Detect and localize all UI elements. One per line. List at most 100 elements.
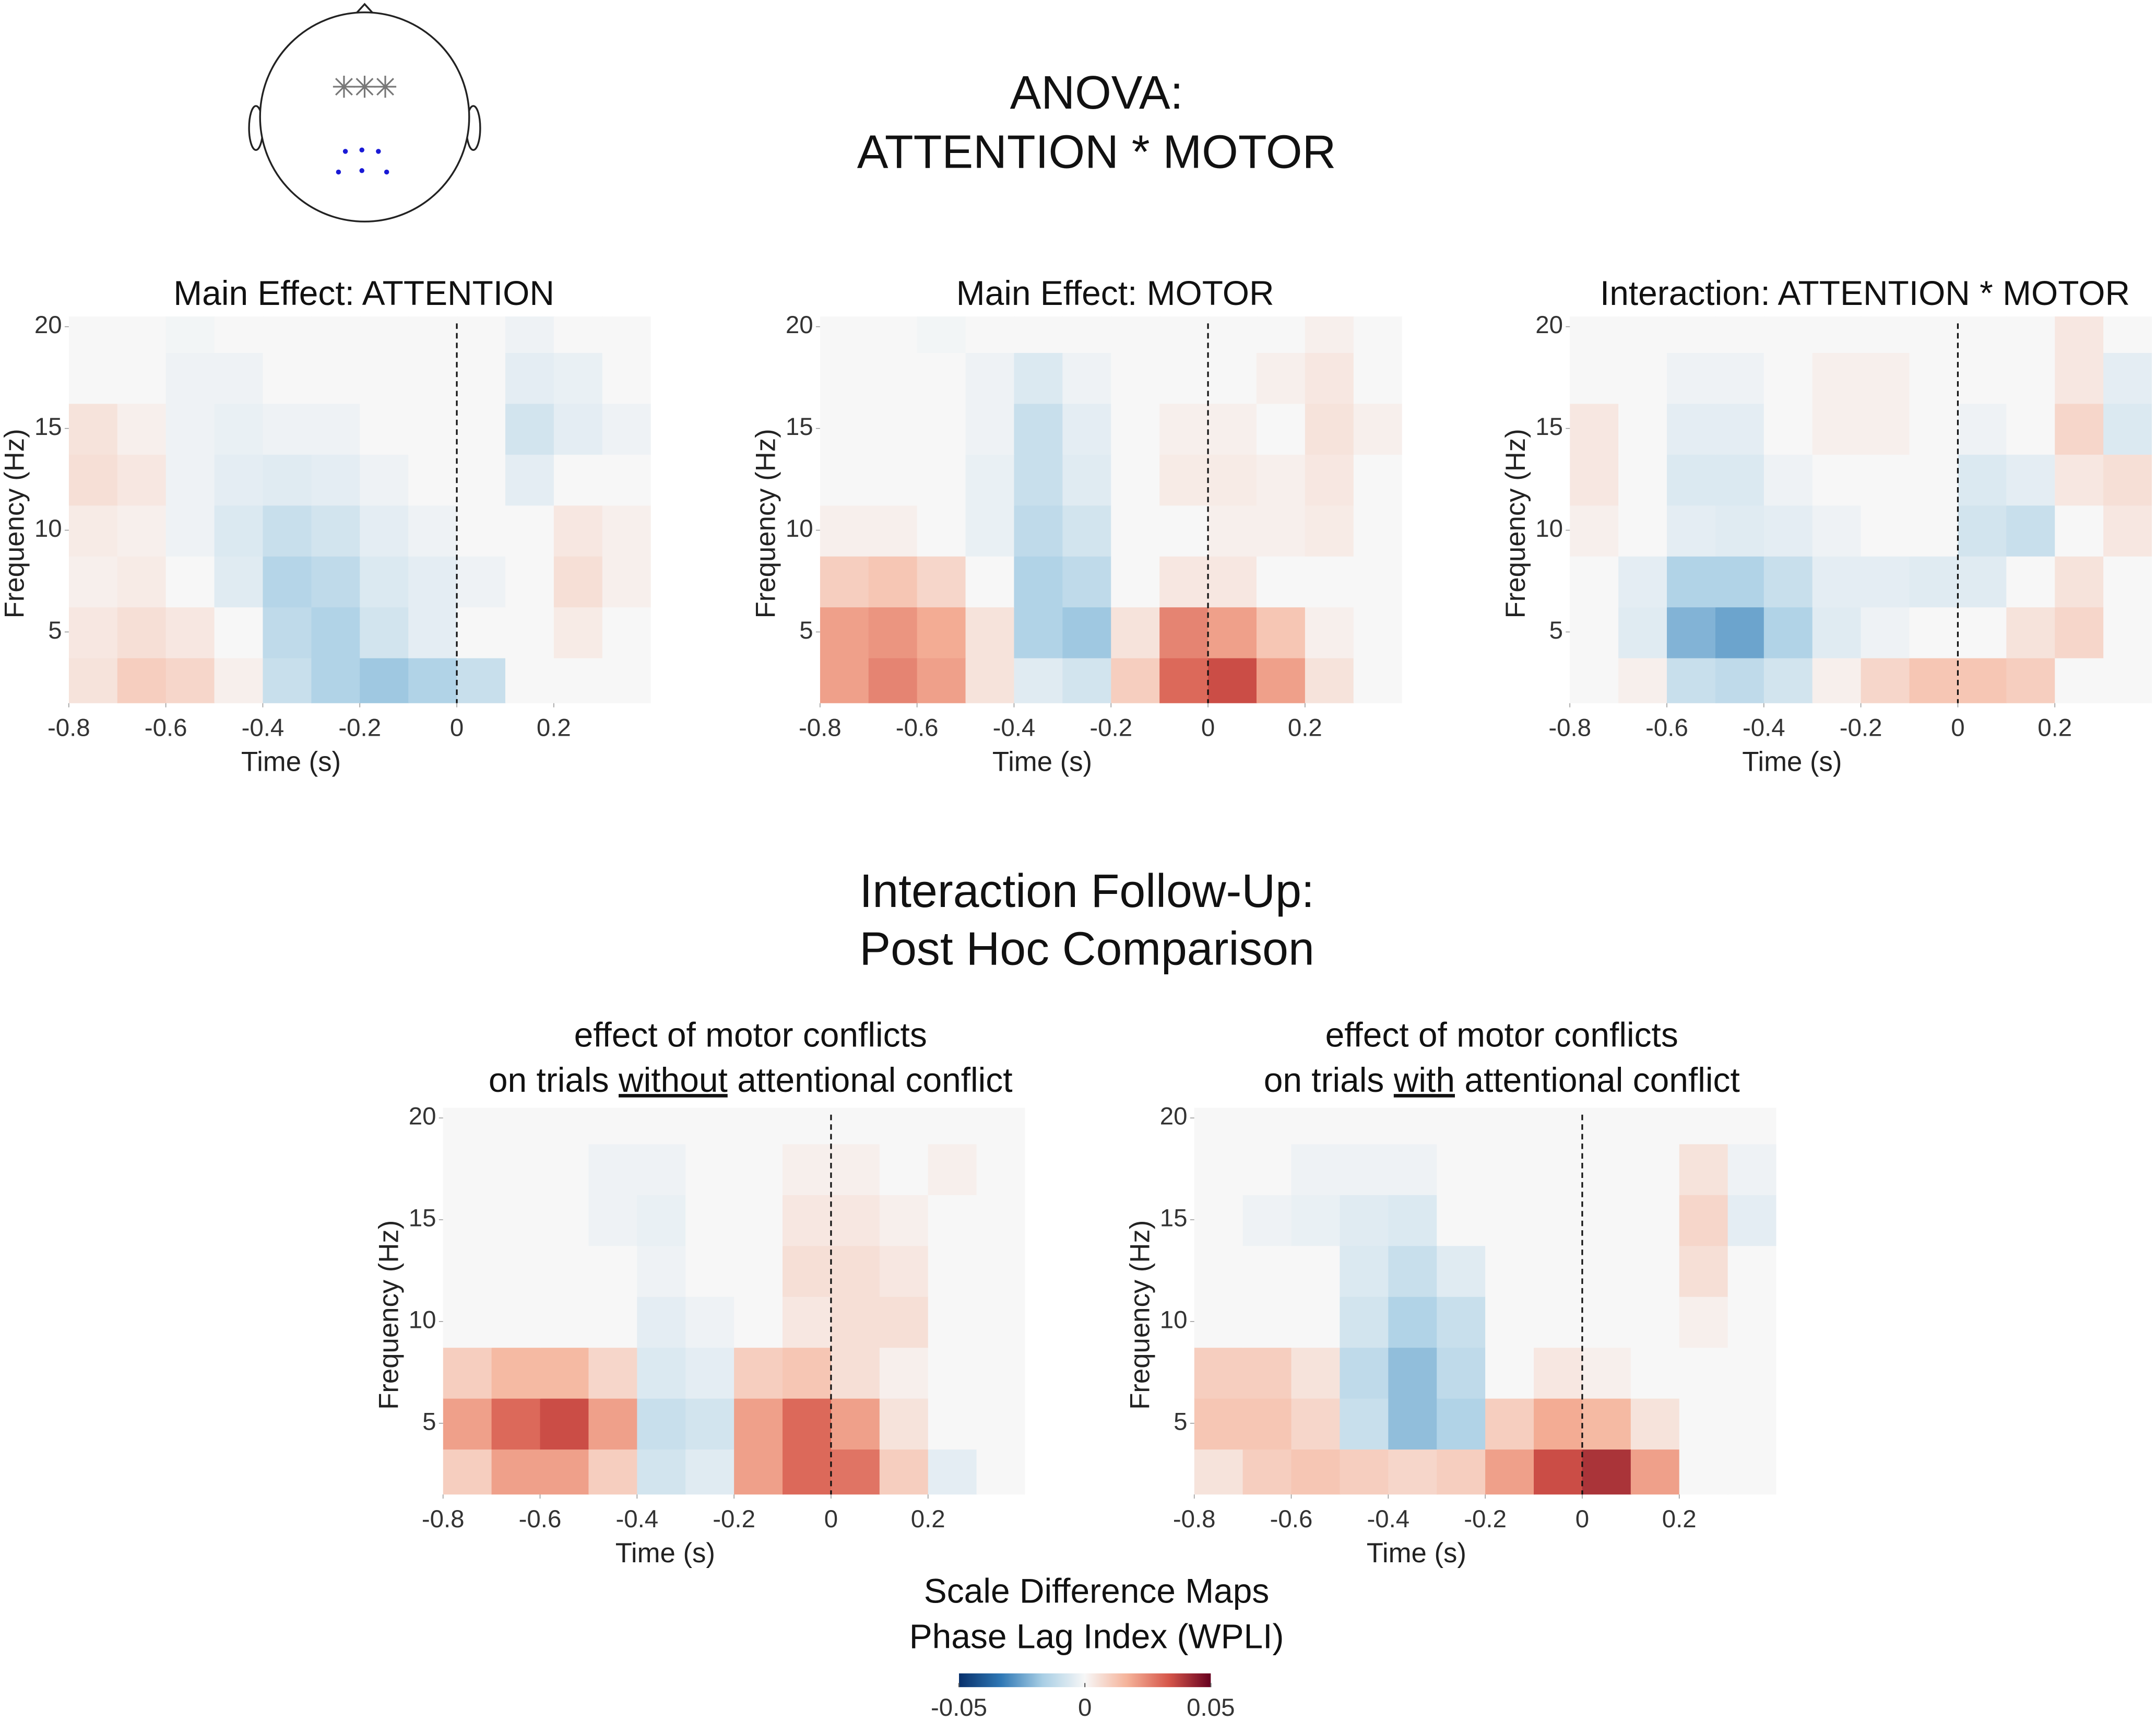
- heatmap-cell: [1485, 1245, 1535, 1297]
- heatmap-cell: [685, 1448, 735, 1495]
- heatmap-cell: [2006, 556, 2056, 608]
- heatmap-cell: [685, 1194, 735, 1246]
- heatmap-cell: [1667, 504, 1716, 557]
- heatmap-cell: [965, 556, 1015, 608]
- x-tick-label: -0.4: [1743, 714, 1785, 741]
- x-tick-label: -0.4: [615, 1505, 658, 1533]
- heatmap-cell: [68, 504, 119, 557]
- x-axis-label: Time (s): [241, 747, 341, 777]
- heatmap-cell: [1570, 454, 1619, 506]
- heatmap-cell: [1208, 403, 1258, 455]
- heatmap-cell: [1679, 1296, 1729, 1348]
- heatmap-cell: [443, 1347, 493, 1399]
- heatmap-cell: [491, 1107, 541, 1145]
- heatmap-cell: [976, 1296, 1025, 1348]
- heatmap-cell: [1208, 352, 1258, 404]
- heatmap-cell: [1353, 454, 1402, 506]
- heatmap-cell: [1194, 1245, 1244, 1297]
- x-tick-label: 0: [1575, 1505, 1589, 1533]
- heatmap-cell: [117, 403, 167, 455]
- heatmap-cell: [68, 352, 119, 404]
- heatmap-cell: [1208, 504, 1258, 557]
- heatmap-cell: [1111, 403, 1160, 455]
- x-tick-label: -0.4: [1367, 1505, 1409, 1533]
- heatmap-cell: [540, 1194, 589, 1246]
- heatmap-cell: [1667, 316, 1716, 353]
- heatmap-cell: [1062, 657, 1112, 703]
- heatmap-cell: [965, 606, 1015, 658]
- heatmap-cell: [1909, 657, 1959, 703]
- heatmap-cell: [1715, 403, 1765, 455]
- heatmap-cell: [1111, 657, 1160, 703]
- heatmap-cell: [1618, 403, 1668, 455]
- heatmap-cell: [491, 1347, 541, 1399]
- y-axis-label: Frequency (Hz): [0, 429, 30, 618]
- heatmap-cell: [1812, 606, 1862, 658]
- heatmap-cell: [2055, 504, 2104, 557]
- heatmap-cell: [734, 1448, 784, 1495]
- heatmap-cell: [117, 454, 167, 506]
- y-tick-label: 5: [422, 1408, 436, 1435]
- heatmap-cell: [1727, 1107, 1776, 1145]
- heatmap-cell: [505, 403, 555, 455]
- heatmap-cell: [1582, 1296, 1632, 1348]
- heatmap-cell: [1861, 556, 1911, 608]
- heatmap-cell: [1715, 504, 1765, 557]
- heatmap-cell: [2103, 352, 2152, 404]
- heatmap-cell: [408, 403, 458, 455]
- y-tick-label: 15: [786, 413, 813, 441]
- heatmap-cell: [1256, 403, 1306, 455]
- heatmap-cell: [553, 316, 603, 353]
- heatmap: [1194, 1107, 1776, 1495]
- x-tick-label: -0.2: [713, 1505, 755, 1533]
- heatmap-cell: [1958, 403, 2007, 455]
- heatmap-cell: [360, 454, 409, 506]
- heatmap-cell: [1861, 657, 1911, 703]
- x-tick-label: 0: [1951, 714, 1964, 741]
- heatmap-cell: [1437, 1194, 1486, 1246]
- heatmap-cell: [311, 454, 361, 506]
- heatmap-cell: [1812, 657, 1862, 703]
- heatmap-cell: [505, 352, 555, 404]
- heatmap-cell: [165, 454, 216, 506]
- heatmap-cell: [1062, 504, 1112, 557]
- heatmap-cell: [360, 657, 409, 703]
- heatmap-cell: [1256, 504, 1306, 557]
- heatmap-cell: [2006, 352, 2056, 404]
- heatmap-cell: [505, 316, 555, 353]
- heatmap-cell: [1305, 352, 1355, 404]
- heatmap-cell: [1958, 352, 2007, 404]
- heatmap-cell: [637, 1448, 686, 1495]
- heatmap-cell: [553, 352, 603, 404]
- heatmap-cell: [1485, 1347, 1535, 1399]
- heatmap-cell: [917, 606, 967, 658]
- heatmap-cell: [1763, 606, 1814, 658]
- heatmap: [820, 316, 1402, 703]
- heatmap-cell: [1159, 316, 1209, 353]
- heatmap-cell: [214, 403, 264, 455]
- heatmap-cell: [1715, 454, 1765, 506]
- heatmap-cell: [2103, 316, 2152, 353]
- heatmap-cell: [637, 1194, 686, 1246]
- heatmap-cell: [1618, 454, 1668, 506]
- heatmap: [443, 1107, 1025, 1495]
- heatmap-cell: [1208, 606, 1258, 658]
- heatmap-cell: [311, 403, 361, 455]
- heatmap-cell: [965, 316, 1015, 353]
- y-tick-label: 15: [34, 413, 62, 441]
- heatmap-cell: [1062, 454, 1112, 506]
- heatmap-cell: [311, 504, 361, 557]
- heatmap-cell: [1763, 352, 1814, 404]
- heatmap-cell: [491, 1296, 541, 1348]
- colorbar-title: Phase Lag Index (WPLI): [909, 1617, 1284, 1655]
- heatmap-cell: [1159, 403, 1209, 455]
- x-tick-label: 0.2: [911, 1505, 945, 1533]
- y-tick-label: 10: [1535, 515, 1563, 543]
- heatmap-cell: [68, 657, 119, 703]
- x-tick-label: -0.8: [48, 714, 90, 741]
- heatmap-cell: [588, 1296, 638, 1348]
- heatmap-cell: [2103, 556, 2152, 608]
- heatmap-cell: [1291, 1143, 1341, 1195]
- heatmap-cell: [2055, 352, 2104, 404]
- heatmap-cell: [408, 657, 458, 703]
